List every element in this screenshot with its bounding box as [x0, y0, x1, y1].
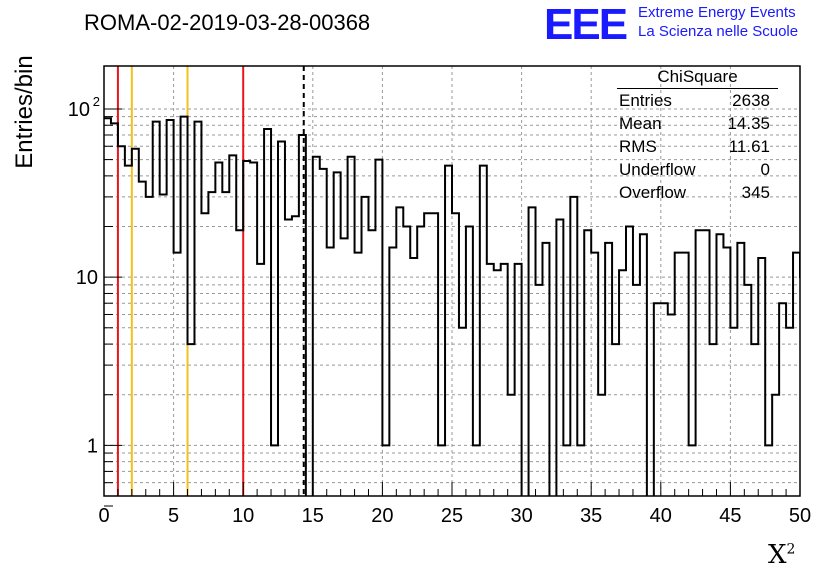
y-axis-label: Entries/bin	[11, 55, 38, 169]
reference-lines	[116, 66, 305, 496]
logo-line-1: Extreme Energy Events	[638, 4, 796, 21]
x-tick-label: 15	[302, 505, 324, 527]
stats-label: Underflow	[619, 160, 696, 179]
eee-logo: EEE	[544, 0, 628, 49]
stats-row-overflow: Overflow 345	[611, 181, 778, 204]
histogram-step-line	[104, 115, 800, 496]
stats-row-entries: Entries 2638	[611, 89, 778, 112]
x-tick-labels: 0 5 10 15 20 25 30 35 40 45 50	[98, 505, 811, 527]
y-tick-label: 10	[76, 267, 98, 289]
x-axis-label-sup: 2	[786, 541, 796, 558]
stats-label: RMS	[619, 137, 657, 156]
stats-value: 2638	[732, 91, 770, 110]
y-tick-label-sup: 2	[93, 94, 100, 109]
stats-title: ChiSquare	[617, 66, 778, 89]
x-tick-label: 30	[510, 505, 532, 527]
y-tick-label: 10	[68, 99, 90, 121]
y-tick-label: 1	[87, 435, 98, 457]
stats-row-rms: RMS 11.61	[611, 135, 778, 158]
x-tick-label: 50	[789, 505, 811, 527]
stats-label: Entries	[619, 91, 672, 110]
x-tick-label: 40	[650, 505, 672, 527]
axis-ticks	[103, 108, 801, 507]
stats-row-mean: Mean 14.35	[611, 112, 778, 135]
stats-row-underflow: Underflow 0	[611, 158, 778, 181]
x-tick-label: 45	[719, 505, 741, 527]
stats-value: 11.61	[728, 137, 770, 156]
x-axis-label-base: X	[768, 540, 787, 570]
logo-line-2: La Scienza nelle Scuole	[638, 23, 799, 40]
chart-title: ROMA-02-2019-03-28-00368	[84, 10, 371, 35]
grid-lines	[104, 66, 800, 496]
x-tick-label: 20	[371, 505, 393, 527]
x-tick-label: 10	[232, 505, 254, 527]
x-tick-label: 25	[441, 505, 463, 527]
stats-value: 0	[760, 160, 770, 179]
stats-value: 345	[741, 183, 770, 202]
stats-label: Overflow	[619, 183, 687, 202]
x-axis-label: X2	[768, 540, 795, 570]
stats-value: 14.35	[727, 114, 770, 133]
x-tick-label: 35	[580, 505, 602, 527]
x-tick-label: 0	[98, 505, 109, 527]
stats-box: ChiSquare Entries 2638 Mean 14.35 RMS 11.61…	[611, 66, 778, 204]
x-tick-label: 5	[168, 505, 179, 527]
stats-label: Mean	[619, 114, 662, 133]
logo-caption: Extreme Energy Events La Scienza nelle S…	[638, 3, 798, 41]
